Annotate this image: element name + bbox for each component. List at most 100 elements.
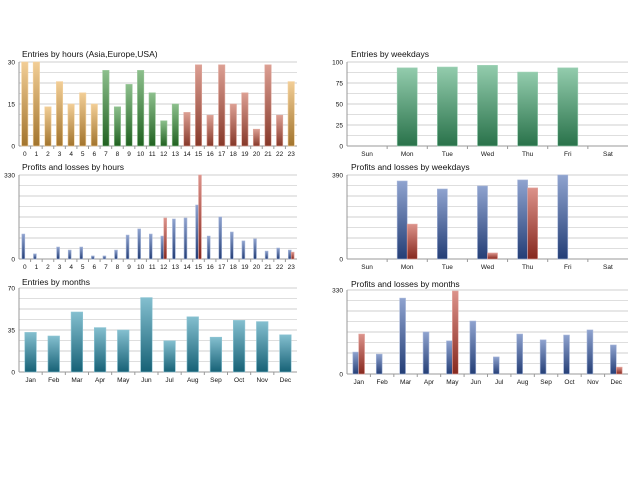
x-tick-label: Mon xyxy=(401,264,414,271)
y-tick-label: 0 xyxy=(339,144,343,151)
x-tick-label: 21 xyxy=(264,151,272,158)
profit-bar xyxy=(125,234,130,260)
x-tick-label: May xyxy=(446,379,459,386)
profit-bar xyxy=(610,344,617,375)
x-tick-label: 13 xyxy=(172,264,180,271)
chart-title: Entries by months xyxy=(22,277,90,287)
bar xyxy=(44,106,52,147)
bar xyxy=(256,321,269,373)
profit-bar xyxy=(557,174,569,260)
bar xyxy=(183,112,191,147)
x-tick-label: Thu xyxy=(522,264,534,271)
x-tick-label: 23 xyxy=(288,264,296,271)
x-tick-label: May xyxy=(117,377,130,384)
loss-bar xyxy=(615,366,623,375)
profit-bar xyxy=(516,333,523,375)
x-tick-label: 4 xyxy=(69,264,73,271)
bar xyxy=(47,335,60,373)
x-tick-label: 14 xyxy=(183,151,191,158)
x-tick-label: 16 xyxy=(207,151,215,158)
x-tick-label: 12 xyxy=(160,151,168,158)
x-tick-label: 18 xyxy=(230,151,238,158)
x-tick-label: 0 xyxy=(23,264,27,271)
bar xyxy=(396,67,418,147)
profit-bar xyxy=(276,247,280,260)
y-tick-label: 70 xyxy=(8,286,16,293)
profit-bar xyxy=(517,179,528,260)
profit-bar xyxy=(437,188,448,260)
bar xyxy=(32,61,40,147)
bar xyxy=(102,70,110,147)
bar xyxy=(264,64,272,147)
entries-by-hours-chart: Entries by hours (Asia,Europe,USA) 01530… xyxy=(8,49,297,158)
loss-bar xyxy=(290,251,295,260)
x-tick-label: 17 xyxy=(218,151,226,158)
x-tick-label: 21 xyxy=(264,264,272,271)
x-tick-label: 5 xyxy=(81,264,85,271)
x-tick-label: 10 xyxy=(137,151,145,158)
bar xyxy=(56,81,64,147)
x-tick-label: Dec xyxy=(611,379,623,386)
x-tick-label: 12 xyxy=(160,264,168,271)
x-tick-label: Tue xyxy=(442,264,453,271)
x-tick-label: 1 xyxy=(35,151,39,158)
loss-bar xyxy=(198,174,202,260)
x-tick-label: 22 xyxy=(276,151,284,158)
x-tick-label: 5 xyxy=(81,151,85,158)
y-tick-label: 390 xyxy=(332,173,343,180)
x-tick-label: 9 xyxy=(127,151,131,158)
bar xyxy=(93,327,107,373)
y-tick-label: 330 xyxy=(4,173,15,180)
y-tick-label: 100 xyxy=(332,60,343,67)
profit-bar xyxy=(352,351,360,375)
loss-bar xyxy=(487,252,498,260)
bar xyxy=(209,336,223,373)
bar xyxy=(241,92,249,147)
x-tick-label: Aug xyxy=(187,377,199,384)
profit-bar xyxy=(195,204,199,260)
profit-bar xyxy=(399,297,406,375)
bar xyxy=(163,340,176,373)
profit-bar xyxy=(446,340,453,375)
bar xyxy=(195,64,203,147)
x-tick-label: 6 xyxy=(92,264,96,271)
y-tick-label: 75 xyxy=(336,81,344,88)
x-tick-label: 3 xyxy=(58,264,62,271)
x-tick-label: Jun xyxy=(471,379,482,386)
bar xyxy=(24,332,37,373)
x-tick-label: 22 xyxy=(276,264,284,271)
x-tick-label: 19 xyxy=(241,151,249,158)
bar xyxy=(90,103,98,147)
x-tick-label: 20 xyxy=(253,264,261,271)
bar xyxy=(148,92,156,147)
entries-by-weekdays-chart: Entries by weekdays 0 25 50 75 100 Sun Mon Tue W… xyxy=(332,49,628,158)
profit-bar xyxy=(563,334,570,375)
x-tick-label: Sat xyxy=(603,264,613,271)
profit-bar xyxy=(137,228,141,260)
profit-bar xyxy=(67,249,72,260)
x-tick-label: Wed xyxy=(481,264,495,271)
profit-bar xyxy=(586,329,594,375)
y-tick-label: 35 xyxy=(8,328,16,335)
x-tick-label: Sat xyxy=(603,151,613,158)
profit-bar xyxy=(241,240,246,260)
x-tick-label: Jul xyxy=(165,377,174,384)
bar xyxy=(279,334,292,373)
y-tick-label: 0 xyxy=(339,372,343,379)
y-tick-label: 0 xyxy=(11,257,15,264)
profit-bar xyxy=(91,255,95,260)
x-tick-label: 11 xyxy=(149,151,156,158)
x-tick-label: 4 xyxy=(69,151,73,158)
profit-bar xyxy=(264,250,269,260)
bar xyxy=(517,71,538,147)
profit-bar xyxy=(102,255,107,260)
x-tick-label: 0 xyxy=(23,151,27,158)
bar xyxy=(232,320,246,373)
x-tick-label: Thu xyxy=(522,151,534,158)
loss-bar xyxy=(452,290,459,375)
y-tick-label: 50 xyxy=(336,102,344,109)
loss-bar xyxy=(406,223,418,260)
bar xyxy=(125,84,133,147)
x-tick-label: Wed xyxy=(481,151,495,158)
